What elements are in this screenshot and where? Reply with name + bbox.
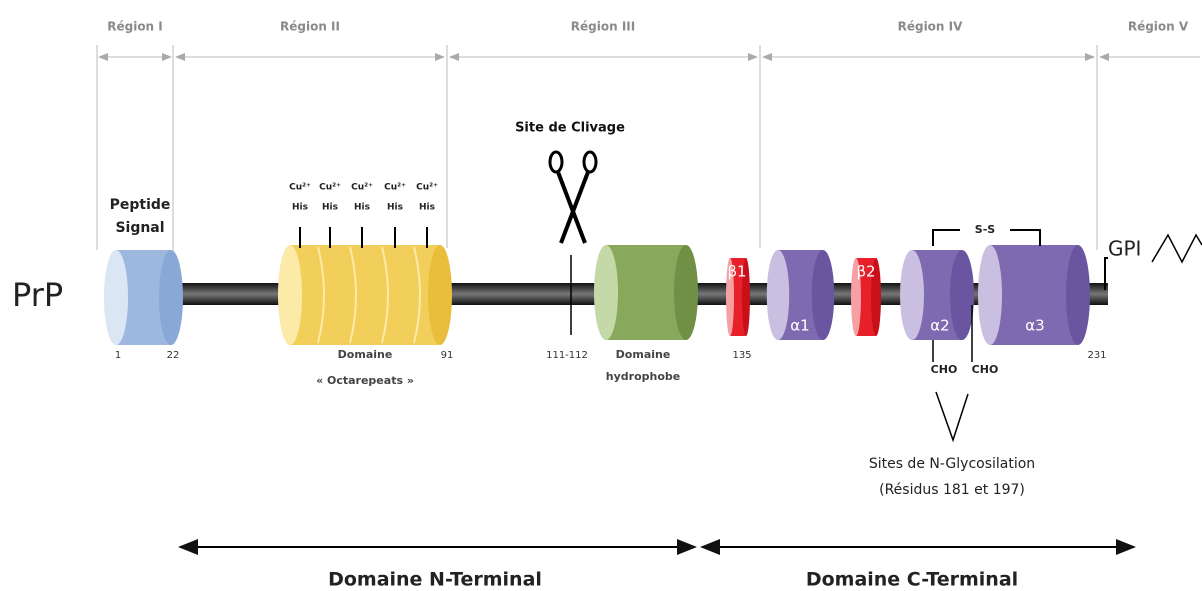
position: 22 xyxy=(167,350,180,361)
domain-label: hydrophobe xyxy=(606,370,680,383)
repeat-divider xyxy=(413,246,421,344)
structure-label: α2 xyxy=(930,317,949,335)
beta-strand xyxy=(730,258,746,336)
beta-strand xyxy=(856,258,876,336)
signal-peptide-cap xyxy=(104,250,128,345)
his-label: His xyxy=(419,203,435,213)
cu-label: Cu²⁺ xyxy=(351,183,373,193)
region-label: Région I xyxy=(107,20,163,34)
region-label: Région III xyxy=(571,20,635,34)
position: 91 xyxy=(441,350,454,361)
cu-label: Cu²⁺ xyxy=(416,183,438,193)
signal-label: Signal xyxy=(115,220,164,236)
alpha-helix-end xyxy=(1066,245,1090,345)
gpi-link xyxy=(1104,257,1108,290)
cu-label: Cu²⁺ xyxy=(289,183,311,193)
signal-peptide-end xyxy=(159,250,183,345)
domain-label: Domaine xyxy=(338,348,393,361)
glycan-label: CHO xyxy=(972,363,999,376)
position: 231 xyxy=(1087,350,1106,361)
scissors xyxy=(548,150,598,244)
structure-label: α1 xyxy=(790,317,809,335)
glycan-links xyxy=(935,391,969,443)
cleavage-label: Site de Clivage xyxy=(515,121,625,136)
alpha-helix-end xyxy=(950,250,974,340)
glycosylation-label: (Résidus 181 et 197) xyxy=(879,482,1025,498)
cu-label: Cu²⁺ xyxy=(384,183,406,193)
alpha-helix-cap xyxy=(900,250,924,340)
terminal-label: Domaine N-Terminal xyxy=(328,569,542,591)
beta-strand-end xyxy=(742,258,750,336)
repeat-divider xyxy=(349,246,357,344)
his-label: His xyxy=(322,203,338,213)
octarepeat-domain-end xyxy=(428,245,452,345)
scissors xyxy=(548,150,564,174)
octarepeat-domain-cap xyxy=(278,245,302,345)
alpha-helix-end xyxy=(811,250,835,340)
position: 1 xyxy=(115,350,121,361)
structure-label: β2 xyxy=(856,263,875,281)
structure-label: α3 xyxy=(1025,317,1044,335)
region-label: Région V xyxy=(1128,20,1189,34)
alpha-helix-cap xyxy=(978,245,1002,345)
domain-label: « Octarepeats » xyxy=(316,374,414,387)
beta-strand-cap xyxy=(851,258,861,336)
position: 111-112 xyxy=(546,350,588,361)
gpi-anchor xyxy=(1151,233,1202,264)
glycosylation-label: Sites de N-Glycosilation xyxy=(869,456,1035,472)
region-label: Région IV xyxy=(898,20,964,34)
glycan-label: CHO xyxy=(931,363,958,376)
his-label: His xyxy=(292,203,308,213)
signal-label: Peptide xyxy=(110,197,171,213)
scissors xyxy=(582,150,598,174)
his-label: His xyxy=(387,203,403,213)
scissors xyxy=(556,171,587,244)
domain-label: Domaine xyxy=(616,348,671,361)
beta-strand-cap xyxy=(726,258,734,336)
structure-label: β1 xyxy=(727,263,746,281)
octarepeat-domain xyxy=(290,245,440,345)
disulfide-label: S-S xyxy=(975,223,995,236)
region-label: Région II xyxy=(280,20,340,34)
hydrophobic-domain xyxy=(606,245,686,340)
domains xyxy=(104,245,1090,345)
alpha-helix-cap xyxy=(766,250,790,340)
protein-label: PrP xyxy=(12,276,63,314)
alpha-helix xyxy=(990,245,1078,345)
beta-strand-end xyxy=(871,258,881,336)
scissors xyxy=(559,171,590,244)
disulfide-bond xyxy=(932,229,1041,246)
region-guides xyxy=(96,45,1200,290)
repeat-divider xyxy=(317,246,325,344)
cu-label: Cu²⁺ xyxy=(319,183,341,193)
position: 135 xyxy=(732,350,751,361)
terminal-label: Domaine C-Terminal xyxy=(806,569,1018,591)
hydrophobic-domain-cap xyxy=(594,245,618,340)
gpi-label: GPI xyxy=(1108,237,1141,261)
hydrophobic-domain-end xyxy=(674,245,698,340)
glycan-links xyxy=(932,305,973,443)
repeat-divider xyxy=(381,246,389,344)
his-sticks xyxy=(299,227,428,248)
his-label: His xyxy=(354,203,370,213)
